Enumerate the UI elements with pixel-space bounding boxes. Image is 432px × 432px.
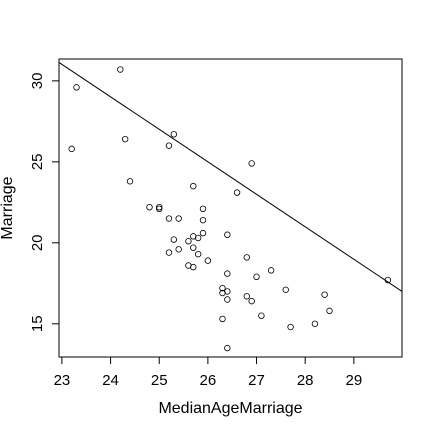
data-point [126,178,134,185]
x-tick-label: 27 [248,372,265,389]
y-tick-label: 30 [29,73,46,90]
data-point [243,293,250,300]
x-tick-label: 29 [345,372,362,389]
x-tick-label: 23 [54,372,71,389]
data-point [68,145,75,153]
data-point [156,205,163,213]
data-point [190,182,197,190]
data-point [165,215,173,222]
data-point [219,284,226,292]
data-point [199,216,207,224]
data-point [243,254,250,261]
data-point [199,229,207,237]
data-point [248,297,255,305]
data-point [190,244,197,251]
data-point [224,270,231,277]
data-point [199,205,207,213]
data-point [224,231,231,238]
y-axis-label: Marriage [0,176,16,239]
data-point [156,203,163,211]
data-point [282,286,289,293]
data-point [194,250,202,258]
data-point [185,238,192,245]
y-tick-label: 15 [29,315,46,332]
data-point [267,267,275,274]
data-point [170,236,178,243]
data-point [287,323,294,331]
data-point [311,320,319,327]
regression-line-group [58,61,403,292]
data-point [121,135,129,143]
data-point [73,84,80,91]
data-point [204,257,212,264]
y-axis: 15 20 25 30 [29,73,60,332]
data-point [165,249,173,256]
data-point [219,315,226,323]
data-point [253,273,260,281]
y-tick-label: 20 [29,234,46,251]
regression-line [58,61,403,292]
x-tick-label: 26 [200,372,217,389]
x-tick-label: 25 [151,372,168,389]
data-point [224,344,231,352]
data-point [258,312,265,319]
data-points [68,66,392,352]
data-point [165,142,173,149]
data-point [224,296,231,303]
data-point [321,291,328,298]
data-point [175,246,182,253]
x-axis: 23 24 25 26 27 28 29 [54,356,362,389]
x-tick-label: 28 [297,372,314,389]
data-point [175,215,182,222]
data-point [248,160,255,167]
data-point [384,276,392,284]
data-point [194,234,202,242]
x-axis-label: MedianAgeMarriage [158,400,302,417]
data-point [233,189,241,196]
x-tick-label: 24 [102,372,119,389]
data-point [326,307,333,315]
y-tick-label: 25 [29,153,46,170]
data-point [117,66,124,73]
data-point [146,203,153,211]
data-point [170,131,178,138]
data-point [224,288,231,295]
data-point [190,263,197,271]
